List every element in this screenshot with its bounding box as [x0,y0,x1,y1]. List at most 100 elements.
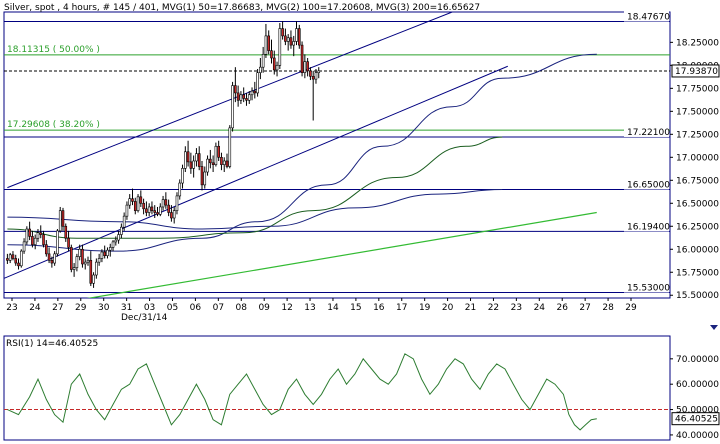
y-tick-label: 17.75000 [676,84,719,94]
candle-body [61,210,65,227]
x-tick-label: 08 [236,303,248,313]
candle-body [214,145,218,165]
x-tick-label: 31 [121,303,132,313]
level-label: 17.22100 [627,128,670,138]
candle-body [253,90,257,94]
candle-body [8,254,12,261]
candle-body [284,35,287,42]
candle-body [6,258,9,261]
candle [131,188,134,206]
x-tick-label: 15 [350,303,361,313]
candle [289,30,293,49]
y-tick-label: 17.00000 [676,153,719,163]
candle-body [170,212,173,219]
candle [19,249,23,268]
candle-body [42,234,45,245]
candle [211,155,215,173]
candle-body [14,258,18,264]
candle-body [108,247,112,251]
candle [317,67,321,79]
candle [272,50,276,75]
level-label-bg [624,179,669,190]
moving-averages [7,53,597,252]
candle-body [22,241,26,252]
candle-body [200,166,204,186]
candle [222,157,226,173]
price-markers: 18.47670 17.22100 16.65000 16.19400 15.53000… [7,11,720,293]
x-tick-label: 27 [52,303,63,313]
candle [197,146,201,171]
candle-body [250,90,254,96]
candle-body [314,72,318,80]
candle [11,251,15,261]
candle [234,67,237,103]
candle-body [75,256,79,268]
candle [120,223,123,239]
candlesticks [6,21,321,288]
candle-body [128,198,132,206]
candle [45,240,48,257]
candle [167,199,170,217]
candle-body [186,151,190,163]
candle [153,205,157,218]
candle-body [72,267,76,270]
candle-body [317,70,321,73]
candle-body [86,259,90,263]
level-label-bg [624,126,669,137]
candle-body [161,199,165,208]
candle [172,206,176,224]
candle [92,272,95,288]
candle [270,39,273,64]
candle [311,70,315,121]
candle [236,85,240,107]
candle [225,153,229,169]
candle-body [217,145,220,158]
candle-body [125,204,129,217]
candle-body [25,228,29,243]
candle [111,240,115,252]
x-tick-label: 05 [167,303,178,313]
candle [53,251,56,266]
candle [256,69,259,97]
candle-body [295,28,298,42]
candle [125,201,129,220]
candle [133,197,137,215]
candle-body [103,251,106,256]
candle [8,252,12,264]
candle-body [259,66,262,73]
candle [192,155,195,178]
candle [158,203,162,217]
candle-body [11,254,15,259]
candle-body [234,85,237,94]
x-tick-label: 29 [625,303,637,313]
price-panel [3,11,671,299]
collapse-arrow-icon[interactable] [710,325,718,330]
candle [309,67,312,81]
candle [253,81,257,99]
rsi-title: RSI(1) 14=46.40525 [6,339,98,349]
candle [25,226,29,245]
candle-body [164,199,168,206]
candle [250,87,254,101]
candle [117,230,120,244]
candle-body [275,65,279,71]
x-tick-label: 29 [75,303,87,313]
y-tick-label: 18.25000 [676,38,719,48]
x-tick-label: 21 [465,303,476,313]
candle [295,21,298,46]
candle-body [67,237,70,248]
rsi-tick-label: 50.00000 [676,406,719,416]
candle [150,201,154,215]
candle-body [39,232,43,235]
candle [61,207,65,231]
candle-body [225,160,229,167]
x-tick-label: 13 [304,303,315,313]
candle-body [83,261,87,265]
candle [81,244,84,268]
y-tick-label: 16.25000 [676,222,719,232]
candle [136,194,140,213]
candle [100,249,104,263]
x-tick-label: 14 [327,303,339,313]
candle-body [33,237,37,245]
candle-body [245,98,248,101]
